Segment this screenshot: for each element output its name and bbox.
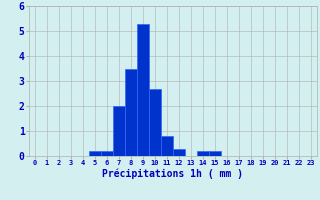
Bar <box>101 151 113 156</box>
Bar <box>125 68 137 156</box>
Bar <box>137 23 149 156</box>
Bar <box>173 148 185 156</box>
Bar <box>197 151 209 156</box>
Bar <box>89 151 101 156</box>
Bar <box>209 151 221 156</box>
X-axis label: Précipitations 1h ( mm ): Précipitations 1h ( mm ) <box>102 169 243 179</box>
Bar <box>113 106 125 156</box>
Bar <box>149 88 161 156</box>
Bar <box>161 136 173 156</box>
